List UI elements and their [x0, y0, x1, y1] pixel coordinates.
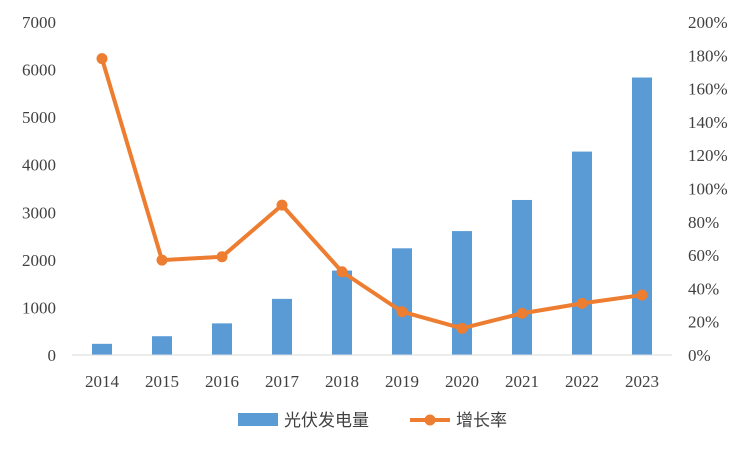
- x-tick-label: 2014: [85, 372, 120, 391]
- y-left-tick-label: 2000: [22, 251, 56, 270]
- legend-bar-swatch: [238, 413, 278, 426]
- line-point-2021: [516, 307, 528, 319]
- bar-2019: [392, 248, 412, 355]
- line-point-2015: [156, 254, 168, 266]
- y-right-tick-label: 0%: [688, 346, 711, 365]
- legend-bar-label: 光伏发电量: [284, 411, 369, 431]
- line-point-2019: [396, 306, 408, 318]
- x-tick-label: 2018: [325, 372, 359, 391]
- line-point-2014: [96, 53, 108, 65]
- bar-2021: [512, 199, 532, 355]
- x-axis: 2014 2015 2016 2017 2018 2019 2020 2021 2022 2023: [85, 372, 659, 391]
- bar-2023: [632, 77, 652, 355]
- line-point-2022: [576, 297, 588, 309]
- y-right-tick-label: 80%: [688, 213, 719, 232]
- legend: 光伏发电量 增长率: [238, 411, 507, 431]
- y-left-tick-label: 3000: [22, 203, 56, 222]
- y-left-tick-label: 7000: [22, 13, 56, 32]
- y-left-tick-label: 4000: [22, 156, 56, 175]
- x-tick-label: 2015: [145, 372, 179, 391]
- y-right-tick-label: 120%: [688, 146, 728, 165]
- y-left-tick-label: 0: [48, 346, 57, 365]
- bar-2022: [572, 151, 592, 355]
- y-right-tick-label: 100%: [688, 180, 728, 199]
- x-tick-label: 2020: [445, 372, 479, 391]
- bar-2015: [152, 336, 172, 355]
- x-tick-label: 2016: [205, 372, 239, 391]
- y-right-tick-label: 180%: [688, 46, 728, 65]
- y-right-tick-label: 60%: [688, 246, 719, 265]
- bar-2014: [92, 343, 112, 355]
- x-tick-label: 2017: [265, 372, 300, 391]
- y-right-tick-label: 20%: [688, 313, 719, 332]
- bar-2016: [212, 323, 232, 355]
- x-tick-label: 2023: [625, 372, 659, 391]
- growth-rate-line: [100, 56, 644, 331]
- y-right-tick-label: 160%: [688, 80, 728, 99]
- bar-2017: [272, 298, 292, 355]
- legend-line-marker: [424, 414, 436, 426]
- y-left-tick-label: 6000: [22, 61, 56, 80]
- bar-series: [92, 77, 652, 355]
- bar-2020: [452, 231, 472, 355]
- y-right-tick-label: 40%: [688, 279, 719, 298]
- y-left-tick-label: 5000: [22, 108, 56, 127]
- bar-2018: [332, 270, 352, 355]
- legend-line-label: 增长率: [456, 411, 507, 431]
- line-point-2020: [456, 322, 468, 334]
- line-point-2016: [216, 251, 228, 263]
- y-left-tick-label: 1000: [22, 298, 56, 317]
- line-point-2017: [276, 199, 288, 211]
- y-right-tick-label: 140%: [688, 113, 728, 132]
- line-series: [96, 53, 648, 334]
- y-right-tick-label: 200%: [688, 13, 728, 32]
- y-right-axis: 0% 20% 40% 60% 80% 100% 120% 140% 160% 180% 200%: [688, 13, 728, 365]
- y-left-axis: 0 1000 2000 3000 4000 5000 6000 7000: [22, 13, 56, 365]
- x-tick-label: 2022: [565, 372, 599, 391]
- line-point-2018: [336, 266, 348, 278]
- x-tick-label: 2021: [505, 372, 539, 391]
- line-point-2023: [636, 289, 648, 301]
- x-tick-label: 2019: [385, 372, 419, 391]
